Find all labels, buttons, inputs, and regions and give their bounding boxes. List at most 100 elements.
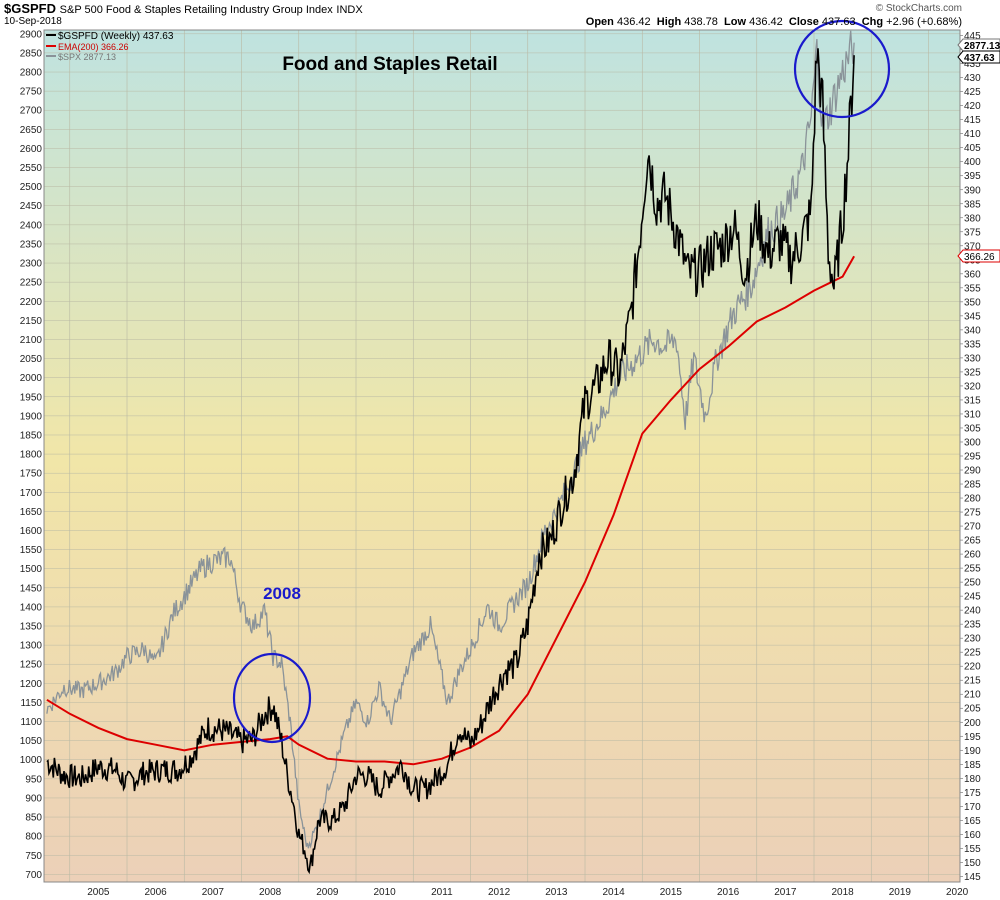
right-tick-label: 180 — [964, 774, 981, 785]
right-tick-label: 350 — [964, 297, 981, 308]
x-tick-label: 2018 — [832, 887, 855, 898]
left-tick-label: 800 — [25, 832, 42, 843]
left-tick-label: 1950 — [20, 392, 43, 403]
legend-gspfd: $GSPFD (Weekly) 437.63 — [58, 31, 174, 42]
x-tick-label: 2008 — [259, 887, 282, 898]
spx-value-tag-text: 2877.13 — [964, 41, 1000, 52]
left-tick-label: 1600 — [20, 526, 43, 537]
right-tick-label: 300 — [964, 437, 981, 448]
right-tick-label: 155 — [964, 844, 981, 855]
right-tick-label: 360 — [964, 269, 981, 280]
right-tick-label: 280 — [964, 494, 981, 505]
right-tick-label: 150 — [964, 858, 981, 869]
left-axis-ticks: 700 750 800 850 900 950 1000 1050 1100 1150 1200 12… — [20, 29, 43, 881]
ohlc-readout: Open 436.42 High 438.78 Low 436.42 Close… — [586, 16, 962, 28]
stockcharts-credit: © StockCharts.com — [875, 3, 962, 14]
left-tick-label: 2750 — [20, 87, 43, 98]
right-tick-label: 425 — [964, 87, 981, 98]
right-tick-label: 390 — [964, 185, 981, 196]
x-tick-label: 2010 — [374, 887, 397, 898]
left-tick-label: 1400 — [20, 602, 43, 613]
left-tick-label: 1000 — [20, 755, 43, 766]
left-tick-label: 2600 — [20, 144, 43, 155]
right-tick-label: 420 — [964, 101, 981, 112]
right-tick-label: 175 — [964, 788, 981, 799]
left-tick-label: 1450 — [20, 583, 43, 594]
left-tick-label: 1350 — [20, 622, 43, 633]
gridlines — [44, 30, 960, 882]
left-tick-label: 1100 — [20, 717, 42, 728]
x-tick-label: 2007 — [202, 887, 225, 898]
left-tick-label: 2500 — [20, 182, 43, 193]
chg-value: +2.96 (+0.68%) — [886, 16, 962, 28]
x-tick-label: 2014 — [603, 887, 626, 898]
right-tick-label: 245 — [964, 592, 981, 603]
symbol: $GSPFD — [4, 1, 57, 16]
legend-spx: $SPX 2877.13 — [58, 52, 116, 62]
left-tick-label: 2000 — [20, 373, 43, 384]
left-tick-label: 700 — [25, 870, 42, 881]
x-tick-label: 2009 — [316, 887, 339, 898]
right-tick-label: 380 — [964, 213, 981, 224]
right-tick-label: 270 — [964, 522, 981, 533]
left-tick-label: 1700 — [20, 488, 43, 499]
left-tick-label: 2100 — [20, 335, 43, 346]
left-tick-label: 2300 — [20, 259, 43, 270]
right-tick-label: 295 — [964, 452, 981, 463]
open-label: Open — [585, 16, 614, 28]
right-tick-label: 185 — [964, 760, 981, 771]
x-axis-ticks: 2005 2006 2007 2008 2009 2010 2011 2012 2013 2014… — [87, 887, 968, 898]
plot-background — [44, 30, 960, 882]
right-tick-label: 220 — [964, 662, 981, 673]
annotations: 2008 — [232, 19, 891, 744]
right-tick-label: 290 — [964, 466, 981, 477]
right-tick-label: 305 — [964, 423, 981, 434]
right-tick-label: 260 — [964, 550, 981, 561]
right-tick-label: 275 — [964, 508, 981, 519]
gspfd-value-tag — [957, 50, 1000, 64]
chart-header: $GSPFD S&P 500 Food & Staples Retailing … — [0, 0, 1000, 30]
right-tick-label: 240 — [964, 606, 981, 617]
x-tick-label: 2005 — [87, 887, 110, 898]
left-tick-label: 2900 — [20, 29, 43, 40]
right-tick-label: 325 — [964, 367, 981, 378]
right-tick-label: 405 — [964, 143, 981, 154]
plot-border — [43, 29, 961, 883]
symbol-title: $GSPFD S&P 500 Food & Staples Retailing … — [4, 1, 363, 16]
right-tick-label: 410 — [964, 129, 981, 140]
left-tick-label: 1050 — [20, 736, 43, 747]
close-label: Close — [788, 16, 819, 28]
legend: $GSPFD (Weekly) 437.63 EMA(200) 366.26 $… — [46, 31, 174, 62]
spx-value-tag — [957, 38, 1000, 52]
annotation-circle-2008 — [232, 652, 312, 744]
x-tick-label: 2017 — [774, 887, 797, 898]
right-tick-label: 165 — [964, 816, 981, 827]
right-tick-label: 200 — [964, 718, 981, 729]
left-tick-label: 2850 — [20, 48, 43, 59]
right-tick-label: 315 — [964, 395, 981, 406]
exchange: INDX — [336, 4, 363, 16]
right-tick-label: 225 — [964, 648, 981, 659]
left-tick-label: 2200 — [20, 297, 43, 308]
gspfd-series-line — [46, 48, 855, 875]
annotation-label-2008: 2008 — [263, 584, 301, 603]
left-tick-label: 1750 — [20, 469, 43, 480]
ema-series-line — [46, 255, 855, 766]
right-tick-label: 255 — [964, 564, 981, 575]
x-tick-label: 2013 — [545, 887, 568, 898]
left-tick-label: 950 — [25, 774, 42, 785]
right-tick-label: 320 — [964, 381, 981, 392]
left-tick-label: 750 — [25, 851, 42, 862]
right-tick-label: 235 — [964, 620, 981, 631]
right-tick-label: 395 — [964, 171, 981, 182]
left-tick-label: 1850 — [20, 430, 43, 441]
close-value: 437.63 — [821, 16, 856, 28]
right-tick-label: 340 — [964, 325, 981, 336]
right-tick-label: 335 — [964, 339, 981, 350]
value-tags: 2877.13 437.63 366.26 — [957, 38, 1000, 263]
left-tick-label: 2150 — [20, 316, 43, 327]
left-tick-label: 2650 — [20, 125, 43, 136]
right-tick-label: 355 — [964, 283, 981, 294]
right-tick-label: 160 — [964, 830, 981, 841]
